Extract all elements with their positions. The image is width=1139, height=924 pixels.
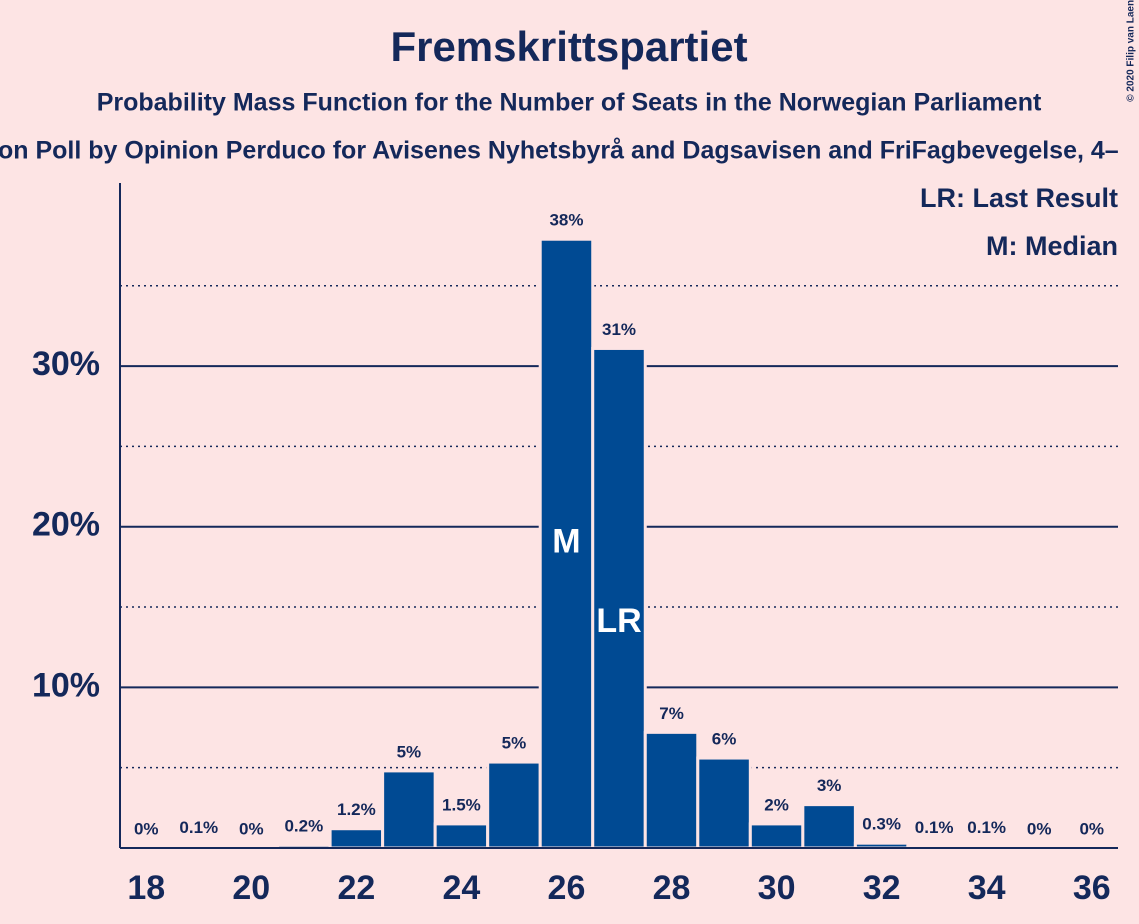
bar — [591, 346, 647, 850]
value-label: 6% — [712, 730, 737, 749]
value-label: 1.5% — [442, 795, 481, 814]
x-tick-label: 18 — [127, 869, 165, 907]
value-label: 1.2% — [337, 800, 376, 819]
x-tick-label: 32 — [863, 869, 901, 907]
bar — [381, 769, 437, 850]
y-tick-label: 30% — [32, 345, 100, 383]
x-tick-label: 20 — [232, 869, 270, 907]
x-tick-label: 36 — [1073, 869, 1111, 907]
chart-subtitle: Probability Mass Function for the Number… — [97, 89, 1042, 117]
x-tick-label: 30 — [758, 869, 796, 907]
value-label: 0% — [239, 819, 264, 838]
value-label: 0.3% — [862, 815, 901, 834]
value-label: 5% — [502, 734, 527, 753]
legend-note: LR: Last Result — [920, 183, 1118, 213]
copyright: © 2020 Filip van Laenen — [1126, 0, 1137, 102]
x-tick-label: 24 — [443, 869, 481, 907]
bar-annotation: M — [552, 523, 580, 561]
value-label: 0.2% — [284, 816, 323, 835]
value-label: 3% — [817, 776, 842, 795]
value-label: 2% — [764, 795, 789, 814]
bar — [328, 827, 385, 850]
y-tick-label: 20% — [32, 506, 100, 544]
x-tick-label: 34 — [968, 869, 1006, 907]
bar — [696, 756, 752, 850]
value-label: 0% — [134, 819, 159, 838]
y-tick-label: 10% — [32, 666, 100, 704]
legend-note: M: Median — [986, 231, 1118, 261]
bar — [801, 803, 857, 850]
bar-annotation: LR — [596, 602, 641, 640]
value-label: 7% — [659, 704, 684, 723]
value-label: 0% — [1079, 819, 1104, 838]
x-tick-label: 28 — [653, 869, 691, 907]
bar — [433, 822, 490, 850]
bar — [748, 822, 805, 850]
chart-title: Fremskrittspartiet — [390, 23, 747, 70]
value-label: 38% — [549, 211, 583, 230]
value-label: 0% — [1027, 819, 1052, 838]
bar — [486, 760, 542, 850]
value-label: 0.1% — [967, 818, 1006, 837]
chart-subtitle2: on Poll by Opinion Perduco for Avisenes … — [0, 137, 1119, 165]
value-label: 0.1% — [915, 818, 954, 837]
bar — [643, 730, 700, 850]
value-label: 0.1% — [179, 818, 218, 837]
value-label: 31% — [602, 320, 636, 339]
value-label: 5% — [397, 742, 422, 761]
x-tick-label: 26 — [548, 869, 586, 907]
x-tick-label: 22 — [337, 869, 375, 907]
